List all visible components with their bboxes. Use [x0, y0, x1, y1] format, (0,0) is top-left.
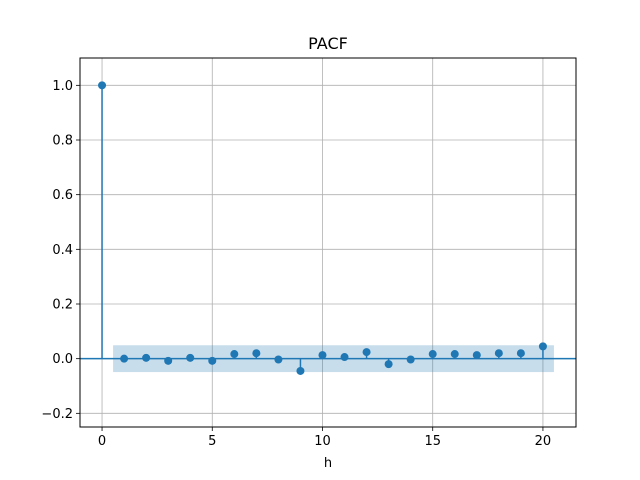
stem-marker [362, 348, 371, 357]
plot-frame [79, 57, 577, 428]
x-tick-label: 0 [98, 434, 106, 449]
stem-marker [274, 355, 283, 364]
stem-marker [538, 342, 547, 351]
chart-title: PACF [308, 34, 348, 53]
stem-layer [98, 81, 547, 375]
stem-marker [406, 355, 415, 364]
stem-marker [208, 356, 217, 365]
x-axis-label: h [324, 456, 332, 471]
stem-marker [494, 349, 503, 358]
x-tick-label: 5 [208, 434, 216, 449]
stem-marker [230, 350, 239, 359]
stem-marker [296, 366, 305, 375]
y-tick-label: 0.2 [52, 298, 73, 313]
y-tick-label: 0.6 [52, 188, 73, 203]
tick-layer: 0 5 10 15 20 −0.2 0.0 0.2 0.4 0.6 0.8 1.0 [41, 79, 551, 449]
y-tick-label: −0.2 [41, 407, 73, 422]
stem-marker [252, 349, 261, 358]
stem-marker [516, 349, 525, 358]
stem-marker [98, 81, 107, 90]
x-tick-label: 10 [314, 434, 331, 449]
stem-marker [142, 353, 151, 362]
stem-marker [384, 360, 393, 369]
stem-marker [120, 354, 129, 363]
y-tick-label: 0.0 [52, 352, 73, 367]
stem-marker [428, 350, 437, 359]
y-tick-label: 0.8 [52, 134, 73, 149]
x-tick-label: 20 [535, 434, 552, 449]
stem-marker [340, 353, 349, 362]
stem-marker [186, 353, 195, 362]
y-tick-label: 1.0 [52, 79, 73, 94]
stem-marker [318, 351, 327, 360]
x-tick-label: 15 [424, 434, 441, 449]
stem-marker [450, 350, 459, 359]
stem-marker [472, 351, 481, 360]
y-tick-label: 0.4 [52, 243, 73, 258]
stem-marker [164, 356, 173, 365]
